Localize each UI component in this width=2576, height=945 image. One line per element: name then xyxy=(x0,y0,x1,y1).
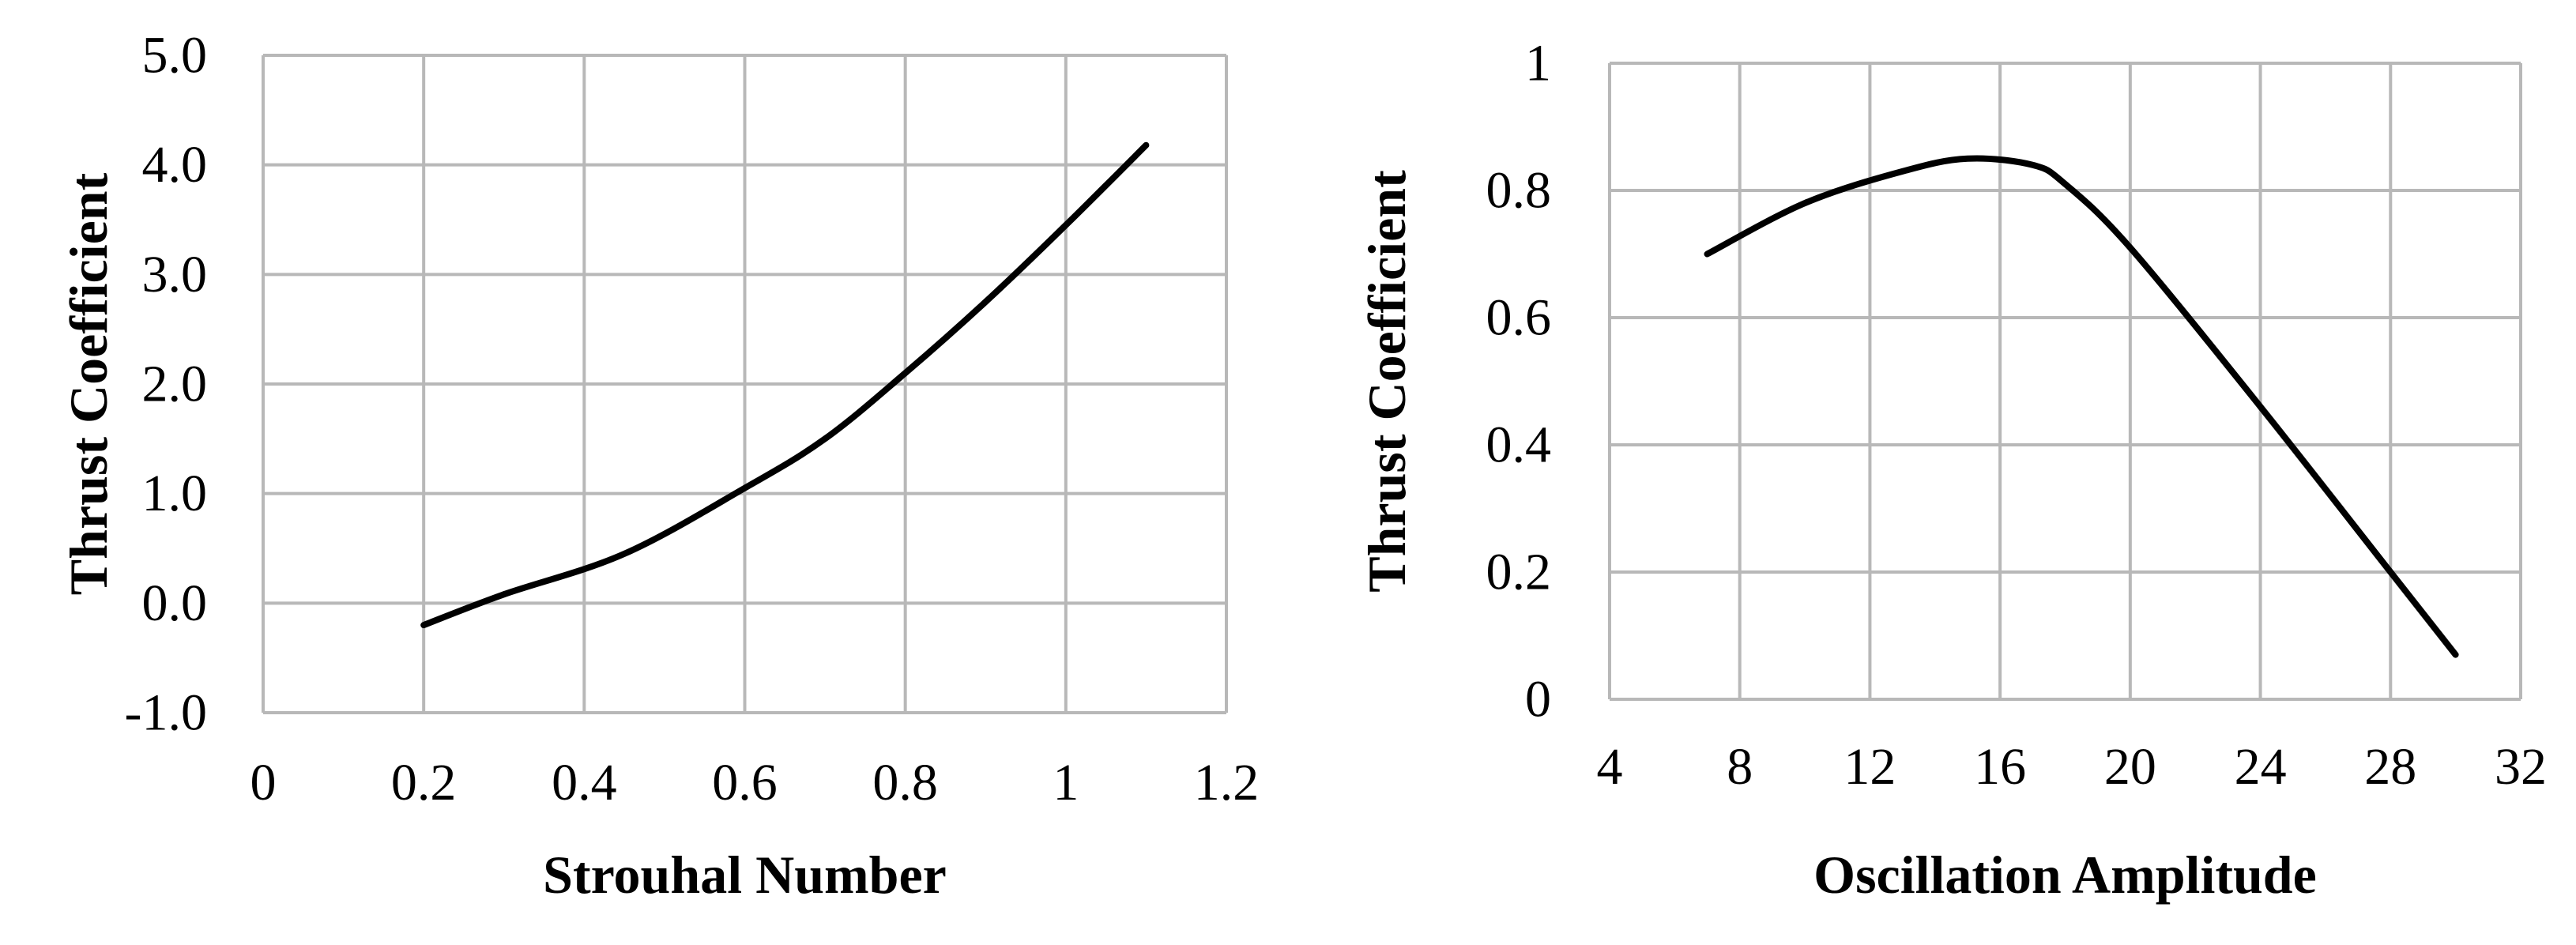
y-axis-title: Thrust Coefficient xyxy=(1357,170,1417,593)
series-line xyxy=(420,141,1150,629)
y-tick-label: 1 xyxy=(1525,35,1551,92)
x-tick-label: 28 xyxy=(2364,738,2416,796)
x-tick-label: 1 xyxy=(1053,754,1079,811)
x-tick-label: 8 xyxy=(1727,738,1753,796)
series-line xyxy=(1704,155,2459,658)
y-tick-label: 0.0 xyxy=(142,574,208,632)
y-tick-label: 5.0 xyxy=(142,27,208,85)
y-axis-title: Thrust Coefficient xyxy=(58,172,119,595)
x-axis-title: Strouhal Number xyxy=(543,845,947,905)
x-tick-label: 32 xyxy=(2495,738,2547,796)
x-tick-label: 12 xyxy=(1843,738,1896,796)
x-tick-label: 0 xyxy=(250,754,277,811)
y-tick-label: 0 xyxy=(1525,671,1551,729)
y-tick-label: 0.2 xyxy=(1486,544,1552,601)
y-tick-label: 4.0 xyxy=(142,136,208,194)
y-tick-label: 0.4 xyxy=(1486,416,1552,474)
y-tick-label: 2.0 xyxy=(142,356,208,413)
y-tick-label: -1.0 xyxy=(125,684,207,742)
amplitude-chart: 4 8 12 16 20 24 28 32 0 0.2 0.4 0.6 0.8 1 Oscillation … xyxy=(1357,35,2547,905)
x-tick-label: 0.6 xyxy=(712,754,778,811)
x-axis-title: Oscillation Amplitude xyxy=(1813,845,2317,905)
y-tick-label: 1.0 xyxy=(142,465,208,522)
x-tick-label: 1.2 xyxy=(1194,754,1260,811)
x-tick-label: 4 xyxy=(1597,738,1623,796)
x-tick-label: 0.8 xyxy=(872,754,938,811)
x-tick-label: 20 xyxy=(2104,738,2156,796)
x-tick-label: 0.4 xyxy=(552,754,617,811)
y-tick-label: 3.0 xyxy=(142,246,208,303)
strouhal-chart: 0 0.2 0.4 0.6 0.8 1 1.2 -1.0 0.0 1.0 2.0 3.0 4.0 5.0 S… xyxy=(58,27,1259,905)
y-tick-label: 0.6 xyxy=(1486,289,1552,347)
x-tick-label: 0.2 xyxy=(391,754,457,811)
y-tick-label: 0.8 xyxy=(1486,162,1552,220)
x-tick-label: 24 xyxy=(2235,738,2287,796)
x-tick-label: 16 xyxy=(1974,738,2026,796)
